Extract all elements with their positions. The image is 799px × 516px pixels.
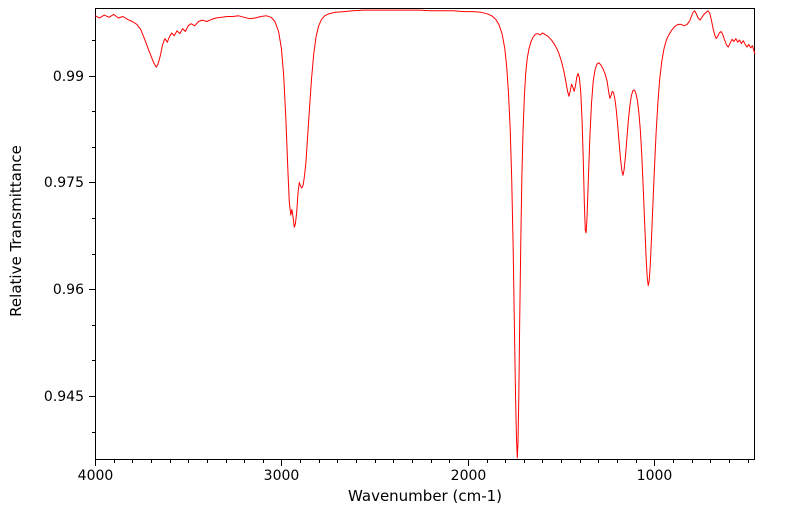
plot-frame — [95, 8, 755, 460]
x-tick-label: 2000 — [450, 468, 487, 484]
x-tick-label: 4000 — [77, 468, 114, 484]
y-tick-label: 0.99 — [52, 68, 84, 85]
spectrum-line — [94, 9, 756, 459]
y-tick-label: 0.945 — [43, 388, 84, 405]
x-tick-label: 3000 — [263, 468, 300, 484]
x-tick-label: 1000 — [636, 468, 673, 484]
y-tick-label: 0.96 — [52, 281, 84, 298]
x-axis-title: Wavenumber (cm-1) — [348, 487, 502, 505]
y-tick-label: 0.975 — [43, 174, 84, 191]
